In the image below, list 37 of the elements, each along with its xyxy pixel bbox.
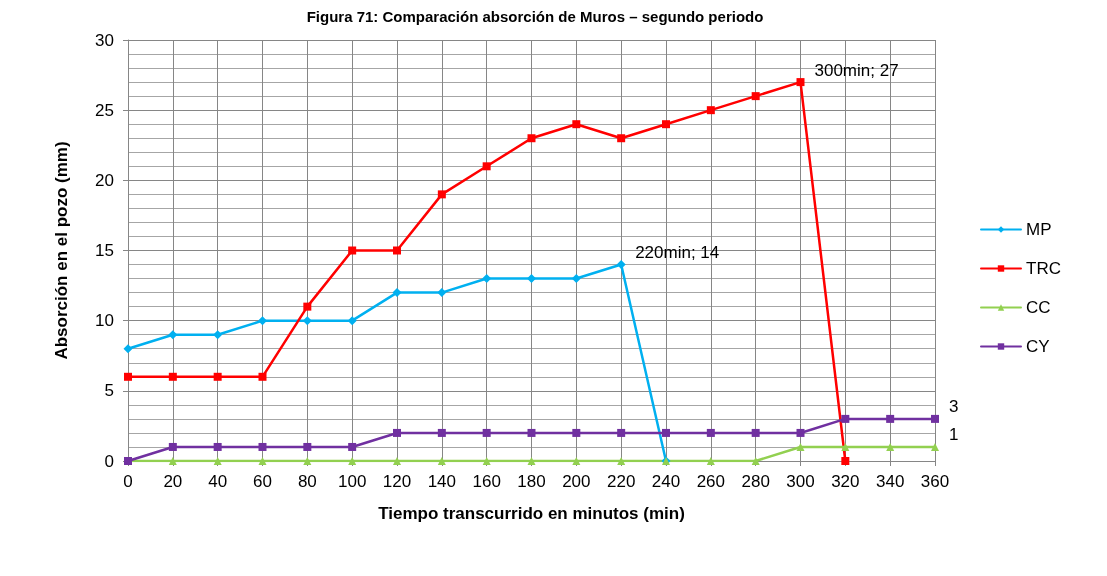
- chart-title: Figura 71: Comparación absorción de Muros – segundo periodo: [306, 8, 764, 25]
- x-tick-label: 280: [741, 472, 770, 491]
- x-tick-label: 20: [163, 472, 183, 491]
- annotation: 1: [949, 425, 959, 445]
- y-tick-label: 20: [95, 170, 114, 190]
- x-tick-label: 0: [123, 472, 133, 491]
- x-tick-label: 200: [562, 472, 591, 491]
- x-tick-label: 240: [651, 472, 681, 491]
- x-tick-label: 100: [337, 472, 367, 491]
- legend-label: CY: [1026, 337, 1050, 356]
- x-tick-label: 140: [427, 472, 457, 491]
- y-tick-label: 0: [104, 451, 114, 471]
- y-axis-title: Absorción en el pozo (mm): [52, 141, 71, 360]
- x-tick-label: 220: [606, 472, 636, 491]
- x-tick-label: 40: [208, 472, 228, 491]
- x-tick-label: 80: [297, 472, 317, 491]
- x-tick-label: 300: [786, 472, 815, 491]
- legend-label: CC: [1026, 298, 1051, 317]
- annotation: 220min; 14: [635, 243, 720, 263]
- annotation: 3: [949, 397, 959, 417]
- x-tick-label: 160: [472, 472, 501, 491]
- x-tick-label: 60: [253, 472, 272, 491]
- x-tick-label: 260: [696, 472, 726, 491]
- x-axis-title: Tiempo transcurrido en minutos (min): [378, 504, 685, 523]
- x-tick-label: 320: [831, 472, 860, 491]
- x-tick-label: 340: [875, 472, 905, 491]
- y-tick-label: 10: [95, 311, 114, 331]
- y-tick-label: 30: [95, 30, 114, 50]
- x-tick-label: 180: [517, 472, 546, 491]
- y-tick-label: 15: [95, 241, 114, 260]
- y-tick-label: 25: [95, 100, 114, 120]
- y-tick-label: 5: [104, 381, 114, 401]
- x-tick-label: 360: [920, 472, 950, 491]
- x-tick-label: 120: [382, 472, 412, 491]
- annotation: 300min; 27: [814, 60, 899, 80]
- legend-label: MP: [1026, 220, 1052, 239]
- legend-label: TRC: [1026, 259, 1061, 278]
